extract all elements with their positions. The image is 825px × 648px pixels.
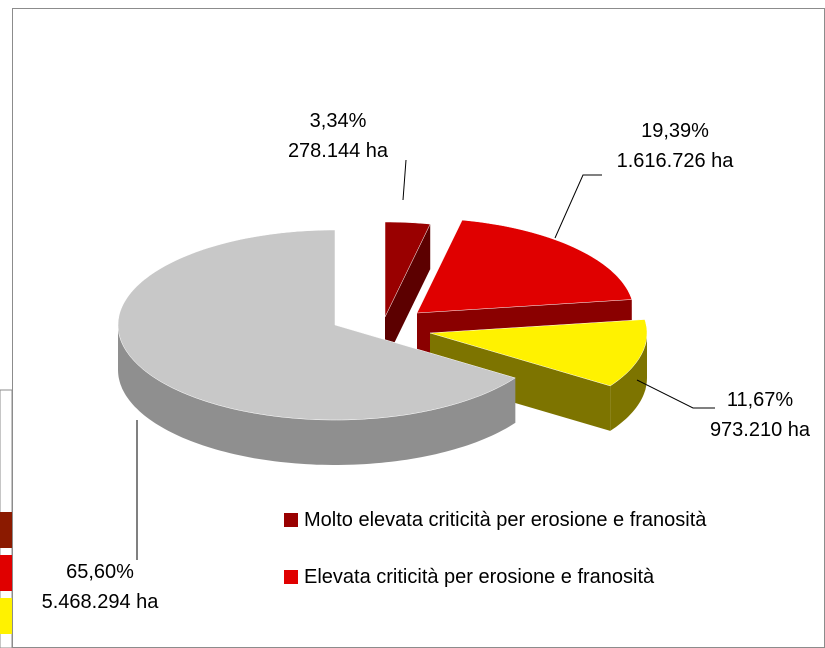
slice-edge	[430, 333, 611, 431]
legend-entry: Molto elevata criticità per erosione e f…	[284, 507, 724, 534]
data-label: 3,34%	[310, 110, 367, 132]
leader-line	[402, 159, 407, 201]
slice-side	[610, 333, 647, 431]
legend-swatch	[284, 570, 298, 584]
data-label: 1.616.726 ha	[617, 150, 735, 172]
cropped-swatch	[0, 512, 12, 548]
slice	[429, 319, 648, 387]
leader-line	[554, 174, 602, 239]
data-label: 278.144 ha	[288, 140, 389, 162]
data-label: 65,60%	[66, 561, 134, 583]
slice	[416, 219, 633, 314]
cropped-swatch	[0, 555, 12, 591]
legend-entry: Elevata criticità per erosione e franosi…	[284, 564, 724, 591]
data-label: 973.210 ha	[710, 419, 811, 441]
data-label: 5.468.294 ha	[42, 591, 160, 613]
data-label: 19,39%	[641, 120, 709, 142]
data-label: 11,67%	[727, 389, 794, 411]
slice-side	[118, 325, 516, 465]
leader-line	[636, 379, 715, 409]
legend-swatch	[284, 513, 298, 527]
slice	[117, 229, 516, 421]
legend-label: Elevata criticità per erosione e franosi…	[304, 566, 655, 588]
slice	[384, 221, 431, 318]
legend-label: Molto elevata criticità per erosione e f…	[304, 509, 707, 531]
cropped-swatch	[0, 598, 12, 634]
slice-edge	[385, 224, 431, 362]
